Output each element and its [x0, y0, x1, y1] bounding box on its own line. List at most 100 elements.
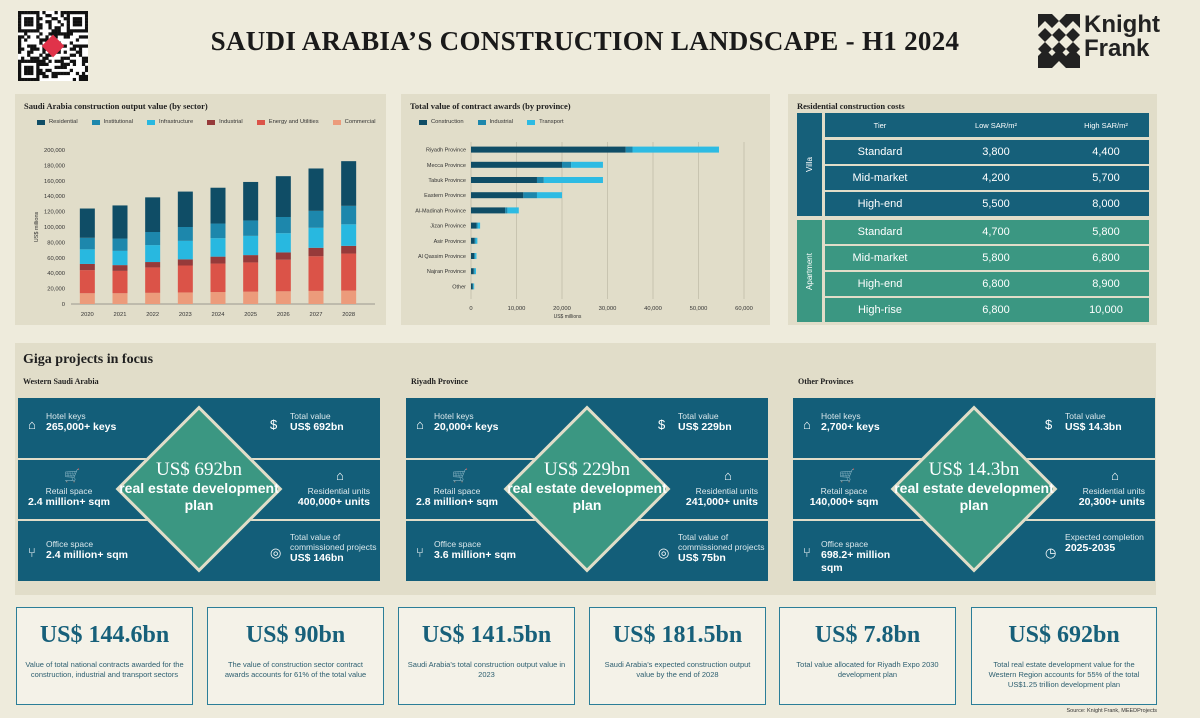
- chart-title: Saudi Arabia construction output value (…: [24, 101, 208, 111]
- qr-module: [81, 35, 86, 39]
- logo-wordmark: Knight Frank: [1084, 13, 1160, 61]
- stat-label: Total value: [678, 411, 719, 421]
- costs-header: Tier Low SAR/m² High SAR/m²: [825, 113, 1149, 137]
- qr-module: [69, 68, 73, 73]
- qr-module: [30, 50, 34, 54]
- qr-module: [33, 29, 37, 33]
- qr-module: [66, 14, 70, 18]
- sector-output-chart: 0 20,000 40,000 60,000 80,000 100,000 120,000 1…: [34, 148, 375, 318]
- qr-module: [45, 14, 49, 18]
- bar-segment: [471, 222, 477, 229]
- y-tick-label: 160,000: [44, 179, 65, 185]
- qr-module: [27, 17, 31, 21]
- costs-cell: 5,700: [1092, 172, 1120, 184]
- legend-swatch: [332, 119, 341, 125]
- y-tick-label: Riyadh Province: [426, 148, 466, 154]
- bar-segment: [341, 290, 357, 304]
- legend-label: Construction: [431, 119, 464, 125]
- bar-segment: [79, 249, 95, 264]
- bar-segment: [471, 237, 475, 244]
- stat-label: Residential units: [695, 486, 758, 496]
- qr-module: [30, 20, 34, 24]
- bar-segment: [632, 146, 719, 153]
- legend-item: Institutional: [91, 119, 133, 125]
- kpi-description: Total real estate development value for …: [988, 660, 1140, 689]
- qr-module: [75, 20, 80, 24]
- qr-module: [42, 59, 46, 63]
- qr-module: [18, 38, 22, 42]
- qr-module: [54, 65, 58, 70]
- bar-segment: [471, 268, 474, 275]
- qr-module: [60, 71, 64, 76]
- bar-segment: [308, 256, 324, 291]
- qr-module: [30, 68, 34, 73]
- qr-module: [21, 11, 25, 15]
- bar-segment: [275, 259, 291, 292]
- chart-title: Residential construction costs: [797, 101, 905, 111]
- bar-segment: [112, 250, 128, 266]
- bar-segment: [275, 233, 291, 253]
- qr-module: [54, 35, 58, 39]
- center-value: US$ 14.3bn: [928, 459, 1020, 480]
- stat-label: Hotel keys: [821, 411, 861, 421]
- qr-module: [45, 20, 49, 24]
- clock-icon: ◷: [1045, 545, 1057, 560]
- y-tick-label: 120,000: [44, 210, 65, 216]
- qr-module: [42, 50, 46, 54]
- stat-value: 2025-2035: [1065, 542, 1116, 554]
- qr-module: [72, 17, 77, 21]
- qr-module: [24, 23, 28, 27]
- stat-br: Expected completion 2025-2035: [1065, 532, 1155, 555]
- kpi-value: US$ 7.8bn: [814, 622, 921, 648]
- bar-segment: [543, 177, 603, 183]
- kpi-value: US$ 692bn: [1008, 622, 1120, 648]
- bar-segment: [79, 293, 95, 304]
- qr-module: [57, 26, 61, 30]
- stat-value: US$ 229bn: [678, 421, 732, 433]
- qr-module: [18, 17, 22, 21]
- stat-value: 265,000+ keys: [46, 421, 117, 433]
- qr-module: [27, 68, 31, 73]
- qr-module: [30, 59, 34, 63]
- door-icon: ⌂: [28, 417, 36, 432]
- qr-module: [51, 71, 55, 76]
- kpi-description: Value of total national contracts awarde…: [25, 660, 184, 679]
- qr-module: [36, 59, 40, 63]
- bar-segment: [507, 207, 519, 214]
- bar-segment: [79, 237, 95, 250]
- door-icon: ⌂: [416, 417, 424, 432]
- qr-module: [18, 26, 22, 30]
- costs-cell: High-end: [857, 198, 903, 210]
- qr-module: [24, 20, 28, 24]
- costs-row: High-end 6,800 8,900: [825, 272, 1149, 296]
- region-title: Riyadh Province: [411, 377, 468, 386]
- stat-label: Office space: [434, 539, 482, 549]
- region-title: Other Provinces: [798, 377, 854, 386]
- chair-icon: ⑂: [28, 545, 36, 560]
- qr-module: [48, 23, 52, 27]
- center-text: US$ 14.3bn real estate development plan: [894, 460, 1054, 514]
- qr-module: [18, 44, 22, 48]
- bar-segment: [210, 223, 226, 239]
- stat-value: 2.4 million+ sqm: [28, 496, 110, 508]
- qr-module: [36, 11, 40, 15]
- qr-module: [42, 47, 46, 51]
- qr-module: [72, 29, 77, 33]
- stat-value: 2,700+ keys: [821, 421, 880, 433]
- stat-label: Hotel keys: [46, 411, 86, 421]
- qr-module: [33, 44, 37, 48]
- stat-mr: Residential units 20,300+ units: [1065, 486, 1145, 509]
- legend-swatch: [419, 119, 427, 125]
- qr-module: [39, 32, 43, 36]
- qr-module: [30, 47, 34, 51]
- center-label: real estate development plan: [507, 480, 667, 513]
- qr-module: [18, 68, 22, 73]
- logo-line-2: Frank: [1084, 35, 1150, 62]
- costs-row: Mid-market 4,200 5,700: [825, 166, 1149, 190]
- x-axis-label: US$ millions: [554, 314, 582, 320]
- giga-projects-section: Giga projects in focus Western Saudi Ara…: [15, 343, 1156, 595]
- stat-value: US$ 146bn: [290, 552, 344, 564]
- qr-module: [18, 65, 22, 70]
- legend-swatch: [37, 119, 45, 125]
- stat-br: Total value of commissioned projects US$ …: [678, 532, 768, 565]
